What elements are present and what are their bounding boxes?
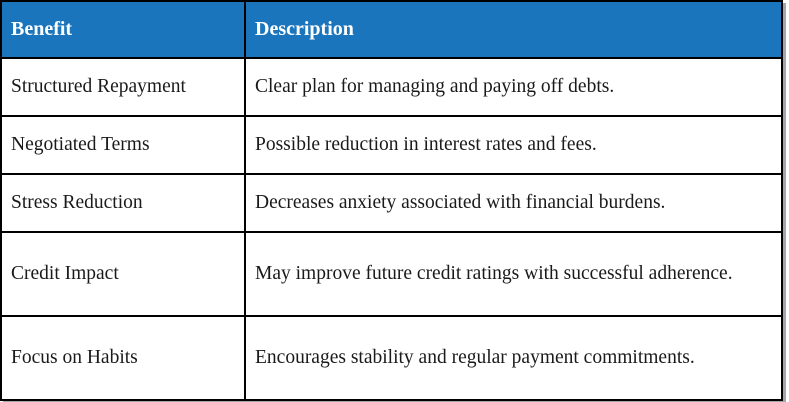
benefit-cell: Credit Impact xyxy=(0,231,246,317)
table-row: Stress Reduction Decreases anxiety assoc… xyxy=(0,173,783,233)
description-cell: Possible reduction in interest rates and… xyxy=(244,115,783,175)
table-row: Structured Repayment Clear plan for mana… xyxy=(0,57,783,117)
header-cell-description: Description xyxy=(244,0,783,59)
table-header-row: Benefit Description xyxy=(0,0,783,59)
benefit-cell: Focus on Habits xyxy=(0,315,246,401)
header-cell-benefit: Benefit xyxy=(0,0,246,59)
table-row: Credit Impact May improve future credit … xyxy=(0,231,783,317)
description-cell: Encourages stability and regular payment… xyxy=(244,315,783,401)
benefit-cell: Structured Repayment xyxy=(0,57,246,117)
description-cell: Decreases anxiety associated with financ… xyxy=(244,173,783,233)
table-row: Negotiated Terms Possible reduction in i… xyxy=(0,115,783,175)
benefit-cell: Stress Reduction xyxy=(0,173,246,233)
description-cell: Clear plan for managing and paying off d… xyxy=(244,57,783,117)
table-row: Focus on Habits Encourages stability and… xyxy=(0,315,783,401)
description-cell: May improve future credit ratings with s… xyxy=(244,231,783,317)
benefit-cell: Negotiated Terms xyxy=(0,115,246,175)
